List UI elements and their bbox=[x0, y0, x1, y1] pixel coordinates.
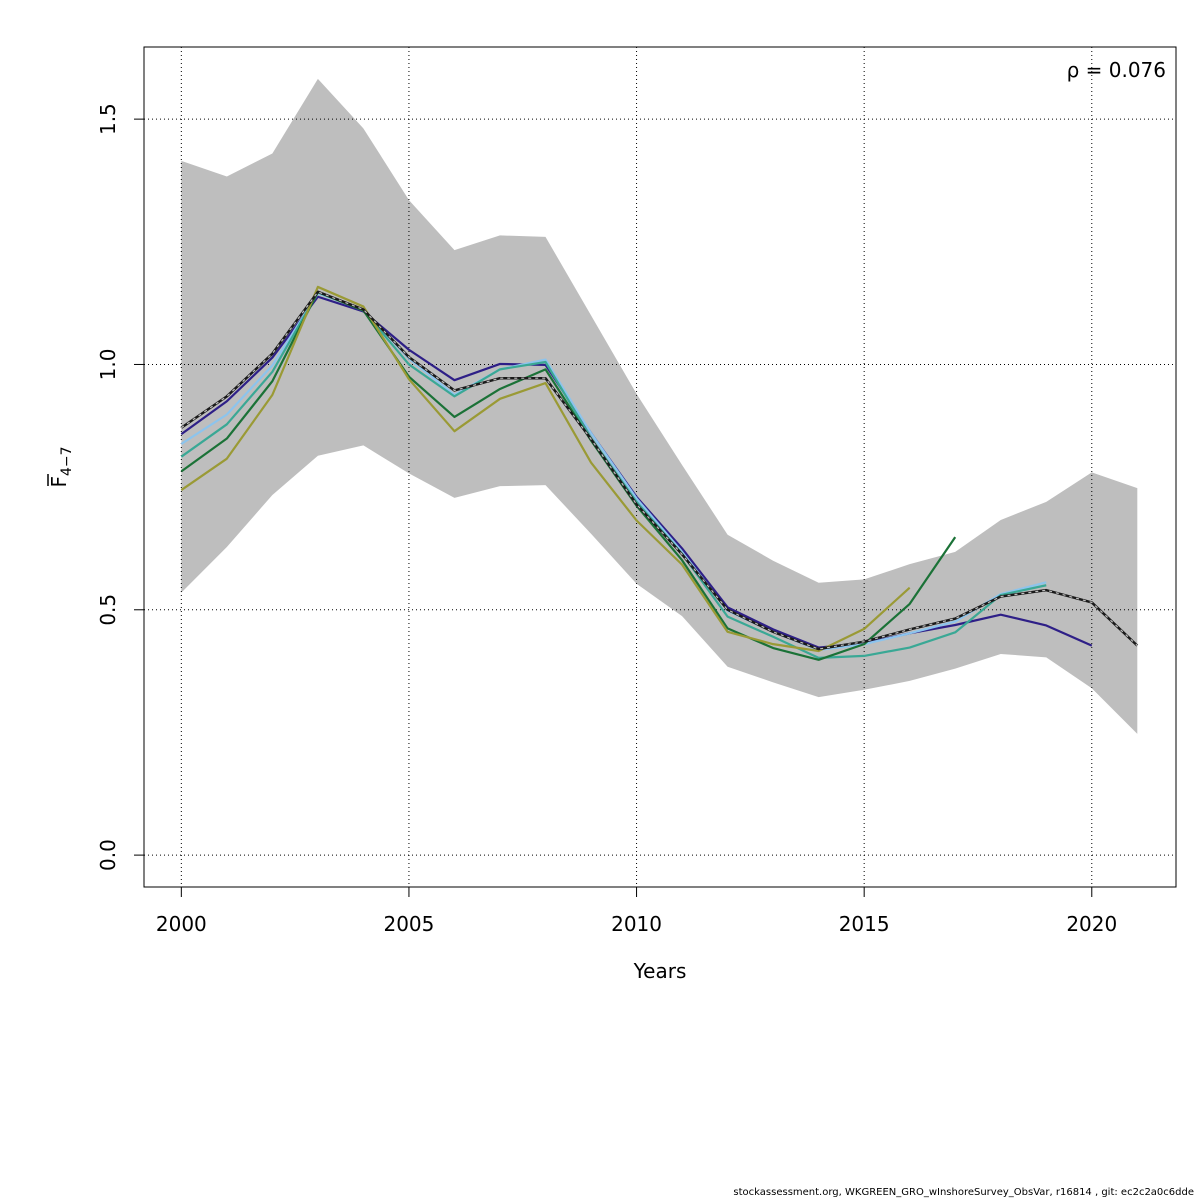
series-lines bbox=[180, 285, 1139, 661]
y-tick-label: 1.5 bbox=[96, 103, 120, 135]
series-line-5 bbox=[180, 285, 911, 653]
x-tick-label: 2020 bbox=[1066, 912, 1117, 936]
series-line-base-dash bbox=[180, 291, 1138, 650]
y-axis: 0.0 0.5 1.0 1.5 bbox=[96, 103, 145, 871]
x-tick-label: 2005 bbox=[383, 912, 434, 936]
x-tick-label: 2010 bbox=[611, 912, 662, 936]
gridlines bbox=[144, 47, 1176, 887]
x-axis-title: Years bbox=[633, 959, 687, 983]
x-axis: 2000 2005 2010 2015 2020 bbox=[156, 886, 1117, 936]
y-axis-title-main: F bbox=[47, 476, 71, 488]
y-tick-label: 0.5 bbox=[96, 594, 120, 626]
x-tick-label: 2000 bbox=[156, 912, 207, 936]
y-tick-label: 0.0 bbox=[96, 839, 120, 871]
confidence-band-layer bbox=[181, 78, 1138, 734]
confidence-band bbox=[181, 78, 1138, 734]
y-axis-title-sub: 4−7 bbox=[59, 446, 75, 476]
footer-caption: stockassessment.org, WKGREEN_GRO_wInshor… bbox=[733, 1187, 1194, 1198]
rho-annotation: ρ = 0.076 bbox=[1067, 58, 1166, 82]
x-tick-label: 2015 bbox=[839, 912, 890, 936]
y-tick-label: 1.0 bbox=[96, 349, 120, 381]
svg-text:F4−7: F4−7 bbox=[47, 446, 75, 487]
y-axis-title: F4−7 bbox=[47, 446, 75, 487]
